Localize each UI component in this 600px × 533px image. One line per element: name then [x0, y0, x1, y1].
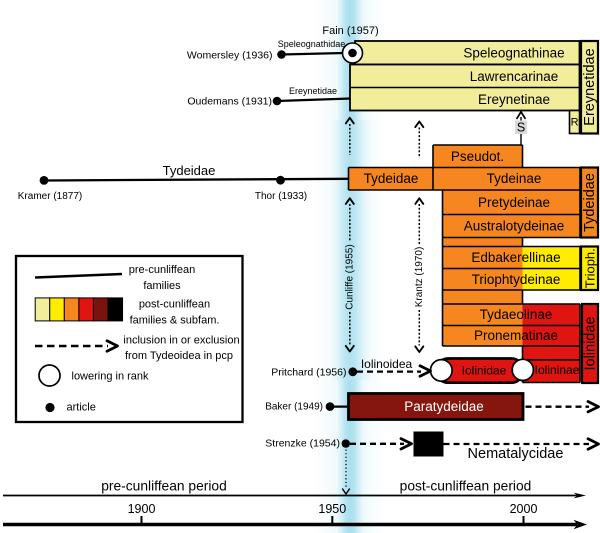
svg-text:pre-cunliffean: pre-cunliffean: [129, 264, 195, 276]
svg-text:Strenzke (1954): Strenzke (1954): [265, 438, 340, 450]
svg-text:Krantz (1970): Krantz (1970): [414, 247, 425, 308]
svg-text:Tydeidae: Tydeidae: [163, 163, 216, 178]
svg-text:R: R: [571, 117, 579, 129]
svg-text:Australotydeinae: Australotydeinae: [464, 219, 565, 234]
svg-text:Baker (1949): Baker (1949): [265, 401, 323, 412]
svg-text:Thor (1933): Thor (1933): [255, 191, 307, 202]
svg-text:Ereynetinae: Ereynetinae: [478, 92, 550, 107]
svg-text:Iolininae: Iolininae: [535, 363, 580, 377]
svg-text:Edbakerellinae: Edbakerellinae: [471, 250, 560, 265]
svg-text:Pritchard (1956): Pritchard (1956): [271, 366, 346, 378]
svg-text:Iolinidae: Iolinidae: [582, 316, 598, 370]
svg-text:Iolinidae: Iolinidae: [462, 364, 507, 378]
svg-text:from Tydeoidea in pcp: from Tydeoidea in pcp: [125, 350, 233, 362]
svg-text:Pretydeinae: Pretydeinae: [478, 195, 550, 210]
svg-text:inclusion in or exclusion: inclusion in or exclusion: [123, 335, 239, 347]
svg-text:families: families: [143, 280, 181, 292]
svg-text:Cunliffe (1955): Cunliffe (1955): [344, 244, 355, 309]
svg-text:Lawrencarinae: Lawrencarinae: [470, 69, 559, 84]
svg-text:post-cunliffean period: post-cunliffean period: [400, 479, 532, 494]
svg-text:Pseudot.: Pseudot.: [451, 149, 504, 164]
svg-text:lowering in rank: lowering in rank: [72, 370, 150, 382]
svg-text:Iolinoidea: Iolinoidea: [361, 357, 413, 371]
svg-text:Tydeidae: Tydeidae: [364, 171, 419, 186]
svg-text:pre-cunliffean period: pre-cunliffean period: [101, 479, 227, 494]
svg-text:Paratydeidae: Paratydeidae: [404, 399, 484, 414]
svg-text:Pronematinae: Pronematinae: [474, 328, 558, 343]
svg-text:post-cunliffean: post-cunliffean: [139, 298, 210, 310]
svg-text:Trioph.: Trioph.: [582, 248, 597, 288]
svg-text:Ereynetidae: Ereynetidae: [289, 86, 337, 96]
svg-text:Speleognathidae: Speleognathidae: [278, 39, 346, 49]
svg-text:Oudemans (1931): Oudemans (1931): [187, 96, 272, 108]
svg-text:1950: 1950: [318, 502, 346, 516]
svg-text:2000: 2000: [510, 502, 538, 516]
svg-text:Nematalycidae: Nematalycidae: [468, 446, 564, 462]
svg-text:Speleognathinae: Speleognathinae: [463, 46, 564, 61]
svg-text:families & subfam.: families & subfam.: [130, 314, 220, 326]
svg-text:Tydaeolinae: Tydaeolinae: [480, 307, 553, 322]
svg-text:Kramer (1877): Kramer (1877): [18, 191, 82, 202]
svg-text:article: article: [67, 402, 96, 414]
svg-text:S: S: [517, 121, 525, 135]
svg-text:Tydeidae: Tydeidae: [582, 173, 598, 232]
svg-text:Fain (1957): Fain (1957): [322, 25, 378, 37]
svg-text:Ereynetidae: Ereynetidae: [582, 48, 598, 125]
svg-text:Tydeinae: Tydeinae: [487, 171, 542, 186]
svg-text:1900: 1900: [128, 502, 156, 516]
svg-text:Triophtydeinae: Triophtydeinae: [472, 272, 561, 287]
svg-text:Womersley (1936): Womersley (1936): [187, 50, 273, 62]
